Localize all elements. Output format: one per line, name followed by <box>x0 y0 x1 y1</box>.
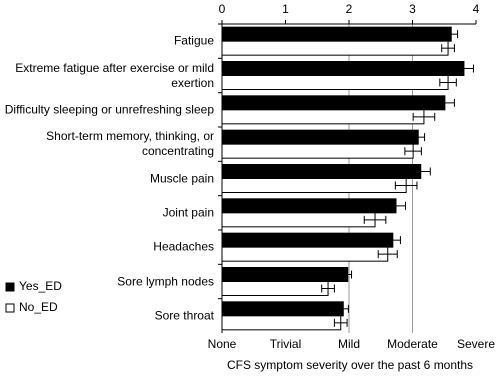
bar <box>221 26 452 42</box>
bar <box>221 315 342 331</box>
error-bar <box>363 215 387 224</box>
category-label: Short-term memory, thinking, or concentr… <box>46 129 214 159</box>
bar <box>221 212 376 228</box>
category-label: Muscle pain <box>149 171 214 185</box>
error-bar <box>404 147 422 156</box>
bar <box>221 143 414 159</box>
legend-swatch <box>5 303 15 313</box>
error-bar <box>453 64 474 73</box>
error-bar <box>434 98 455 107</box>
error-bar <box>377 250 398 259</box>
bar <box>221 129 419 145</box>
error-bar <box>321 284 335 293</box>
bar <box>221 267 349 282</box>
error-bar <box>337 304 349 313</box>
x2-tick-label: None <box>208 337 237 351</box>
x2-tick-label: Moderate <box>387 337 438 351</box>
x-tick-label: 3 <box>409 2 416 16</box>
x-tick-label: 2 <box>346 2 353 16</box>
category-label: Joint pain <box>162 205 214 220</box>
error-bar <box>394 181 418 190</box>
bar <box>221 232 394 248</box>
error-bar <box>384 236 401 245</box>
error-bar <box>412 112 436 121</box>
bar <box>221 198 397 214</box>
bar <box>221 40 449 56</box>
error-bar <box>411 133 426 142</box>
x-axis-label: CFS symptom severity over the past 6 mon… <box>227 358 473 372</box>
error-bar <box>385 201 407 210</box>
category-label: Extreme fatigue after exercise or mild e… <box>15 60 214 90</box>
legend-label: Yes_ED <box>19 279 62 293</box>
error-bar <box>441 44 455 53</box>
category-label: Difficulty sleeping or unrefreshing slee… <box>4 102 214 117</box>
legend-label: No_ED <box>19 300 58 314</box>
category-label: Headaches <box>153 239 214 254</box>
category-label: Fatigue <box>173 33 214 48</box>
x-tick-label: 0 <box>219 2 226 16</box>
error-bar <box>444 30 459 39</box>
bar <box>221 61 465 76</box>
x2-tick-label: Severe <box>457 337 495 351</box>
error-bar <box>333 318 348 327</box>
bar <box>221 301 344 317</box>
bar <box>221 281 329 296</box>
bar <box>221 75 449 90</box>
bar <box>221 246 389 262</box>
bar <box>221 164 422 179</box>
bar <box>221 109 425 125</box>
error-bar <box>439 78 457 87</box>
error-bar <box>343 270 353 279</box>
x-tick-label: 1 <box>282 2 289 16</box>
error-bar <box>410 167 431 176</box>
x2-tick-label: Mild <box>338 337 360 351</box>
x2-tick-label: Trivial <box>270 337 302 351</box>
x-tick-label: 4 <box>473 2 480 16</box>
legend-swatch <box>5 282 15 292</box>
category-label: Sore lymph nodes <box>117 274 214 288</box>
category-label: Sore throat <box>154 308 214 323</box>
bar <box>221 178 407 193</box>
bar <box>221 95 446 111</box>
